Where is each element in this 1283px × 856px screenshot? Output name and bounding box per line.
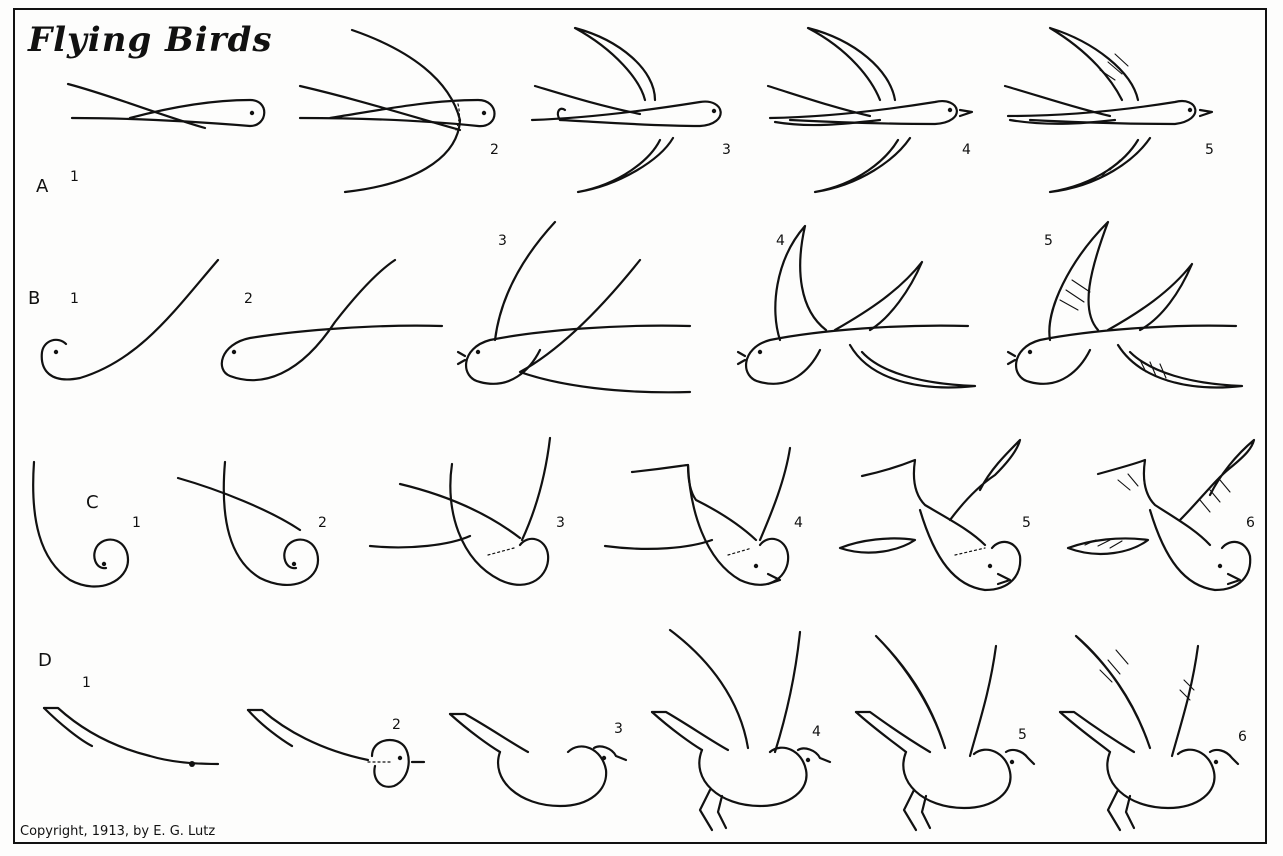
row-label-a: A <box>36 176 49 197</box>
step-number-b4: 4 <box>776 233 785 249</box>
bird-sketch-a4 <box>766 26 974 194</box>
bird-sketch-c4 <box>603 446 792 586</box>
step-number-b5: 5 <box>1044 233 1053 249</box>
bird-sketch-b3 <box>456 220 692 394</box>
step-number-a4: 4 <box>962 142 971 158</box>
sheet-title: Flying Birds <box>28 20 273 60</box>
step-number-a1: 1 <box>70 169 79 185</box>
bird-sketch-c2 <box>176 460 320 587</box>
row-label-d: D <box>38 650 52 671</box>
bird-sketch-c1 <box>32 460 130 588</box>
bird-sketch-a3 <box>530 26 722 194</box>
bird-sketch-a2 <box>298 28 496 194</box>
row-label-c: C <box>86 492 99 513</box>
step-number-d3: 3 <box>614 721 623 737</box>
step-number-c1: 1 <box>132 515 141 531</box>
step-number-a3: 3 <box>722 142 731 158</box>
bird-sketch-d1 <box>42 706 220 767</box>
bird-sketch-d2 <box>246 708 426 788</box>
step-number-c5: 5 <box>1022 515 1031 531</box>
bird-sketch-b5 <box>1006 220 1244 389</box>
step-number-c6: 6 <box>1246 515 1255 531</box>
step-number-d4: 4 <box>812 724 821 740</box>
step-number-b2: 2 <box>244 291 253 307</box>
step-number-c4: 4 <box>794 515 803 531</box>
step-number-d5: 5 <box>1018 727 1027 743</box>
bird-sketch-c5 <box>838 438 1022 592</box>
bird-sketch-d5 <box>854 634 1036 832</box>
step-number-a2: 2 <box>490 142 499 158</box>
bird-sketch-c6 <box>1066 438 1256 592</box>
step-number-c2: 2 <box>318 515 327 531</box>
step-number-d2: 2 <box>392 717 401 733</box>
bird-sketch-c3 <box>368 436 552 586</box>
step-number-d6: 6 <box>1238 729 1247 745</box>
bird-sketch-b4 <box>736 224 977 389</box>
step-number-c3: 3 <box>556 515 565 531</box>
sheet-border <box>13 8 1267 844</box>
bird-sketch-b1 <box>40 258 220 381</box>
copyright-notice: Copyright, 1913, by E. G. Lutz <box>20 824 216 839</box>
bird-sketch-d3 <box>448 712 628 808</box>
bird-sketch-a1 <box>66 82 266 130</box>
bird-sketch-d4 <box>650 628 832 832</box>
bird-sketch-d6 <box>1058 634 1240 832</box>
step-number-b1: 1 <box>70 291 79 307</box>
step-number-d1: 1 <box>82 675 91 691</box>
step-number-b3: 3 <box>498 233 507 249</box>
step-number-a5: 5 <box>1205 142 1214 158</box>
bird-sketch-b2 <box>220 258 444 382</box>
row-label-b: B <box>28 288 41 309</box>
bird-sketch-a5 <box>1003 26 1214 194</box>
